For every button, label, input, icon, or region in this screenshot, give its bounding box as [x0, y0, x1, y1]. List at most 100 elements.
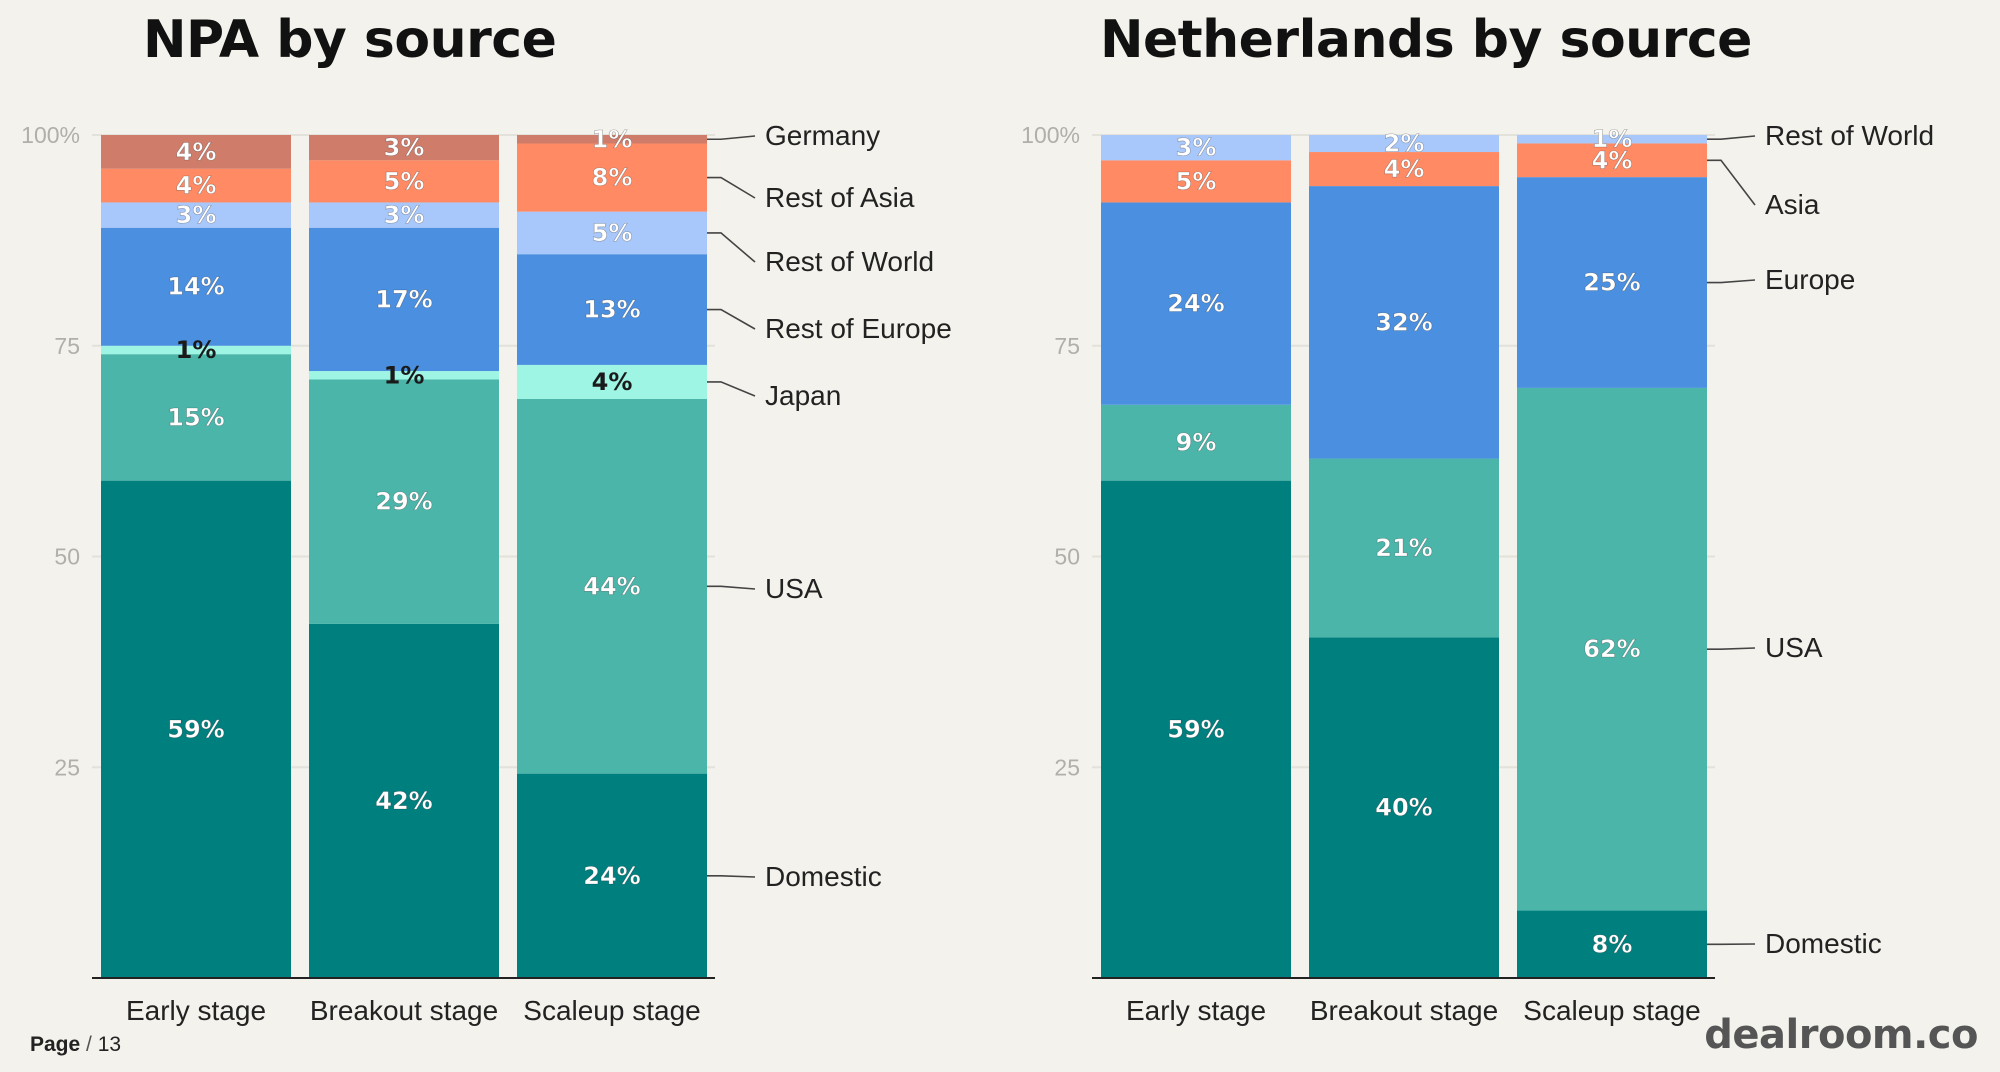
nl-legend-label-rest-of-world: Rest of World [1765, 120, 1934, 151]
npa-legend-label-rest-of-asia: Rest of Asia [765, 182, 915, 213]
npa-legend-label-germany: Germany [765, 120, 880, 151]
npa-bar-rest-of-world-scaleup-stage [517, 211, 707, 255]
nl-y-tick-label: 25 [1054, 754, 1080, 780]
nl-data-label-usa-scaleup-stage: 62% [1583, 635, 1640, 663]
chart-title-npa: NPA by source [143, 10, 557, 70]
nl-x-tick-label-breakout-stage: Breakout stage [1310, 995, 1498, 1026]
npa-bar-rest-of-asia-scaleup-stage [517, 143, 707, 212]
npa-data-label-germany-scaleup-stage: 1% [592, 125, 633, 153]
npa-data-label-rest-of-asia-breakout-stage: 5% [384, 167, 425, 195]
dealroom-logo: dealroom.co [1704, 1012, 1978, 1058]
nl-y-tick-label: 75 [1054, 333, 1080, 359]
nl-legend-label-usa: USA [1765, 632, 1823, 663]
npa-data-label-usa-scaleup-stage: 44% [583, 572, 640, 600]
nl-bar-europe-early-stage [1101, 202, 1291, 405]
nl-data-label-asia-early-stage: 5% [1176, 167, 1217, 195]
npa-bar-japan-early-stage [101, 345, 291, 355]
nl-bar-asia-breakout-stage [1309, 152, 1499, 187]
nl-y-tick-label: 50 [1054, 544, 1080, 570]
npa-bar-rest-of-europe-early-stage [101, 227, 291, 346]
npa-bar-germany-scaleup-stage [517, 135, 707, 144]
npa-legend-leader-rest-of-europe [707, 308, 756, 330]
npa-legend-leader-germany [707, 135, 756, 141]
nl-bar-rest-of-world-early-stage [1101, 135, 1291, 161]
npa-data-label-japan-breakout-stage: 1% [384, 361, 425, 389]
npa-y-tick-label: 25 [54, 754, 80, 780]
nl-bar-rest-of-world-scaleup-stage [1517, 135, 1707, 144]
npa-y-tick-label: 50 [54, 544, 80, 570]
npa-data-label-rest-of-world-early-stage: 3% [176, 201, 217, 229]
npa-data-label-domestic-breakout-stage: 42% [375, 787, 432, 815]
nl-bar-domestic-breakout-stage [1309, 637, 1499, 978]
nl-data-label-asia-breakout-stage: 4% [1384, 155, 1425, 183]
npa-bar-rest-of-europe-scaleup-stage [517, 254, 707, 365]
nl-data-label-usa-early-stage: 9% [1176, 429, 1217, 457]
nl-bar-europe-breakout-stage [1309, 186, 1499, 459]
npa-legend-label-usa: USA [765, 573, 823, 604]
npa-data-label-rest-of-europe-early-stage: 14% [167, 273, 224, 301]
nl-data-label-domestic-early-stage: 59% [1167, 715, 1224, 743]
nl-data-label-rest-of-world-breakout-stage: 2% [1384, 130, 1425, 158]
nl-data-label-domestic-breakout-stage: 40% [1375, 794, 1432, 822]
npa-data-label-rest-of-asia-early-stage: 4% [176, 172, 217, 200]
nl-bar-usa-scaleup-stage [1517, 387, 1707, 911]
npa-legend-leader-domestic [707, 875, 756, 878]
nl-x-tick-label-early-stage: Early stage [1126, 995, 1266, 1026]
npa-bar-germany-breakout-stage [309, 135, 499, 161]
page-indicator: Page / 13 [30, 1033, 121, 1057]
nl-legend-label-europe: Europe [1765, 264, 1855, 295]
nl-y-tick-label: 100% [1021, 122, 1080, 148]
npa-legend-leader-rest-of-asia [707, 176, 756, 199]
npa-bar-japan-scaleup-stage [517, 364, 707, 399]
npa-bar-rest-of-world-breakout-stage [309, 202, 499, 228]
npa-data-label-usa-early-stage: 15% [167, 403, 224, 431]
npa-bar-usa-early-stage [101, 354, 291, 481]
npa-data-label-japan-early-stage: 1% [176, 336, 217, 364]
nl-data-label-asia-scaleup-stage: 4% [1592, 146, 1633, 174]
npa-bar-rest-of-asia-early-stage [101, 168, 291, 203]
npa-data-label-japan-scaleup-stage: 4% [592, 368, 633, 396]
nl-legend-leader-usa [1707, 647, 1756, 651]
nl-data-label-europe-scaleup-stage: 25% [1583, 269, 1640, 297]
nl-bar-rest-of-world-breakout-stage [1309, 135, 1499, 153]
nl-legend-leader-asia [1707, 159, 1756, 206]
npa-data-label-rest-of-europe-breakout-stage: 17% [375, 285, 432, 313]
npa-data-label-rest-of-europe-scaleup-stage: 13% [583, 296, 640, 324]
nl-bar-europe-scaleup-stage [1517, 177, 1707, 388]
chart-title-netherlands: Netherlands by source [1100, 10, 1752, 70]
npa-x-tick-label-early-stage: Early stage [126, 995, 266, 1026]
npa-legend-label-rest-of-world: Rest of World [765, 246, 934, 277]
npa-legend-label-domestic: Domestic [765, 861, 882, 892]
nl-bar-domestic-early-stage [1101, 480, 1291, 978]
npa-y-tick-label: 75 [54, 333, 80, 359]
page-label: Page [30, 1033, 81, 1056]
nl-legend-leader-europe [1707, 279, 1756, 284]
nl-bar-usa-early-stage [1101, 404, 1291, 481]
npa-data-label-domestic-scaleup-stage: 24% [583, 862, 640, 890]
npa-x-tick-label-scaleup-stage: Scaleup stage [523, 995, 700, 1026]
npa-data-label-rest-of-asia-scaleup-stage: 8% [592, 164, 633, 192]
nl-legend-leader-rest-of-world [1707, 135, 1756, 141]
npa-bar-domestic-breakout-stage [309, 623, 499, 978]
nl-data-label-usa-breakout-stage: 21% [1375, 534, 1432, 562]
npa-x-tick-label-breakout-stage: Breakout stage [310, 995, 498, 1026]
nl-bar-usa-breakout-stage [1309, 458, 1499, 638]
nl-legend-label-domestic: Domestic [1765, 928, 1882, 959]
npa-bar-japan-breakout-stage [309, 371, 499, 380]
nl-data-label-domestic-scaleup-stage: 8% [1592, 930, 1633, 958]
npa-data-label-germany-breakout-stage: 3% [384, 134, 425, 162]
nl-x-tick-label-scaleup-stage: Scaleup stage [1523, 995, 1700, 1026]
nl-data-label-europe-breakout-stage: 32% [1375, 308, 1432, 336]
npa-legend-label-japan: Japan [765, 380, 841, 411]
nl-bar-domestic-scaleup-stage [1517, 910, 1707, 978]
nl-data-label-rest-of-world-early-stage: 3% [1176, 134, 1217, 162]
npa-bar-domestic-early-stage [101, 480, 291, 978]
nl-legend-label-asia: Asia [1765, 189, 1820, 220]
npa-bar-rest-of-asia-breakout-stage [309, 160, 499, 203]
npa-data-label-usa-breakout-stage: 29% [375, 488, 432, 516]
nl-data-label-europe-early-stage: 24% [1167, 290, 1224, 318]
nl-bar-asia-early-stage [1101, 160, 1291, 203]
npa-data-label-domestic-early-stage: 59% [167, 715, 224, 743]
nl-bar-asia-scaleup-stage [1517, 143, 1707, 178]
